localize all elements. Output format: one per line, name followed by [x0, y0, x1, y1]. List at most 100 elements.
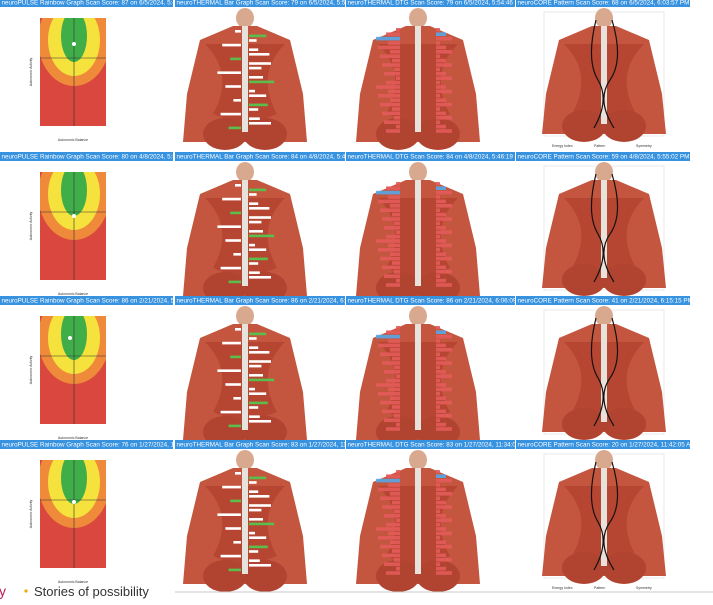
bar-graphic [249, 559, 260, 562]
dtg-left [390, 98, 400, 102]
glute-left [562, 408, 606, 440]
dtg-left [390, 252, 400, 256]
panel-title: neuroCORE Pattern Scan Score: 68 on 6/5/… [518, 0, 690, 7]
dtg-right [436, 265, 446, 270]
core-legend-label: Symmetry [636, 144, 652, 148]
dtg-left [390, 492, 400, 496]
rainbow-graph [40, 316, 106, 424]
scan-panel: neuroCORE Pattern Scan Score: 41 on 2/21… [516, 296, 693, 446]
dtg-right [436, 278, 446, 283]
spine [601, 180, 607, 278]
bar-graphic [249, 66, 262, 70]
bar-graphic [235, 184, 241, 187]
bar-graphic [249, 216, 271, 219]
dtg-right [436, 41, 440, 45]
bar-graphic [217, 513, 241, 516]
dtg-right [436, 120, 440, 124]
panel-header [346, 152, 515, 161]
glute-right [416, 560, 460, 592]
dtg-left [388, 243, 400, 248]
dtg-right [436, 261, 440, 265]
bar-graphic [249, 545, 268, 549]
bar-graphic [233, 397, 241, 400]
bar-graphic [249, 346, 259, 349]
dtg-left [382, 217, 400, 221]
bar-graphic [235, 472, 241, 475]
dtg-left [378, 248, 400, 252]
dtg-right [436, 527, 446, 531]
dtg-left [388, 531, 400, 536]
dtg-left [396, 422, 400, 427]
glute-left [376, 118, 420, 150]
dtg-left [392, 58, 400, 63]
spine [415, 180, 421, 286]
dtg-right [436, 566, 446, 571]
scan-panel: neuroTHERMAL Bar Graph Scan Score: 84 on… [175, 152, 358, 304]
dtg-right [436, 221, 440, 226]
rainbow-graph [40, 460, 106, 568]
bar-graphic [225, 239, 241, 242]
bar-graphic [230, 355, 241, 359]
glute-left [203, 560, 247, 592]
scan-panel: neuroTHERMAL DTG Scan Score: 79 on 6/5/2… [346, 0, 524, 150]
dtg-right [436, 212, 446, 217]
dtg-right [436, 32, 446, 36]
dtg-right [436, 182, 440, 186]
bar-graphic [249, 103, 268, 107]
dtg-right [436, 94, 440, 98]
dtg-right [436, 67, 440, 72]
dtg-left [386, 129, 400, 133]
dtg-left [378, 487, 400, 492]
dtg-right [436, 234, 440, 239]
core-legend-label: Energy Index [552, 144, 573, 148]
bar-graphic [249, 53, 270, 56]
dtg-right [436, 392, 440, 396]
bar-graphic [249, 122, 271, 125]
axis-label-y: Autonomic Activity [29, 500, 33, 529]
dtg-right [436, 500, 446, 505]
dtg-left [384, 226, 400, 230]
dtg-right [436, 334, 452, 339]
bar-graphic [222, 485, 241, 489]
bar-graphic [249, 202, 259, 205]
dtg-left [390, 396, 400, 400]
dtg-right [436, 352, 440, 356]
scan-panel: neuroTHERMAL DTG Scan Score: 83 on 1/27/… [346, 440, 530, 592]
bar-graphic [249, 117, 260, 120]
panel-title: neuroTHERMAL Bar Graph Scan Score: 79 on… [177, 0, 359, 7]
glute-left [562, 552, 606, 584]
panel-title: neuroTHERMAL DTG Scan Score: 84 on 4/8/2… [348, 154, 525, 161]
dtg-left [394, 365, 400, 370]
bar-graphic [217, 369, 241, 372]
dtg-left [382, 63, 400, 67]
dtg-right [436, 427, 452, 431]
panel-title: neuroCORE Pattern Scan Score: 59 on 4/8/… [518, 154, 690, 161]
axis-label-y: Autonomic Activity [29, 356, 33, 385]
dtg-right [436, 199, 446, 204]
dtg-left [384, 514, 400, 518]
panel-header [346, 0, 515, 7]
dtg-left [376, 190, 400, 195]
dtg-right [436, 270, 452, 274]
dtg-left [380, 208, 400, 212]
core-legend-label: Pattern [594, 586, 605, 590]
dtg-left [386, 474, 400, 478]
head [409, 450, 427, 470]
head [409, 8, 427, 28]
footer-dot [24, 589, 28, 593]
footer-mark: y [0, 583, 6, 599]
dtg-right [436, 414, 452, 418]
bar-graphic [249, 80, 275, 84]
glute-right [602, 552, 646, 584]
dtg-right [436, 374, 452, 378]
glute-left [562, 110, 606, 142]
scan-panel: neuroCORE Pattern Scan Score: 68 on 6/5/… [516, 0, 690, 148]
dtg-right [436, 111, 446, 116]
dtg-left [376, 85, 400, 89]
dtg-left [378, 343, 400, 348]
dtg-left [384, 418, 400, 422]
bar-graphic [249, 48, 259, 51]
dtg-left [388, 195, 400, 199]
dtg-left [386, 80, 400, 85]
dtg-left [376, 383, 400, 387]
